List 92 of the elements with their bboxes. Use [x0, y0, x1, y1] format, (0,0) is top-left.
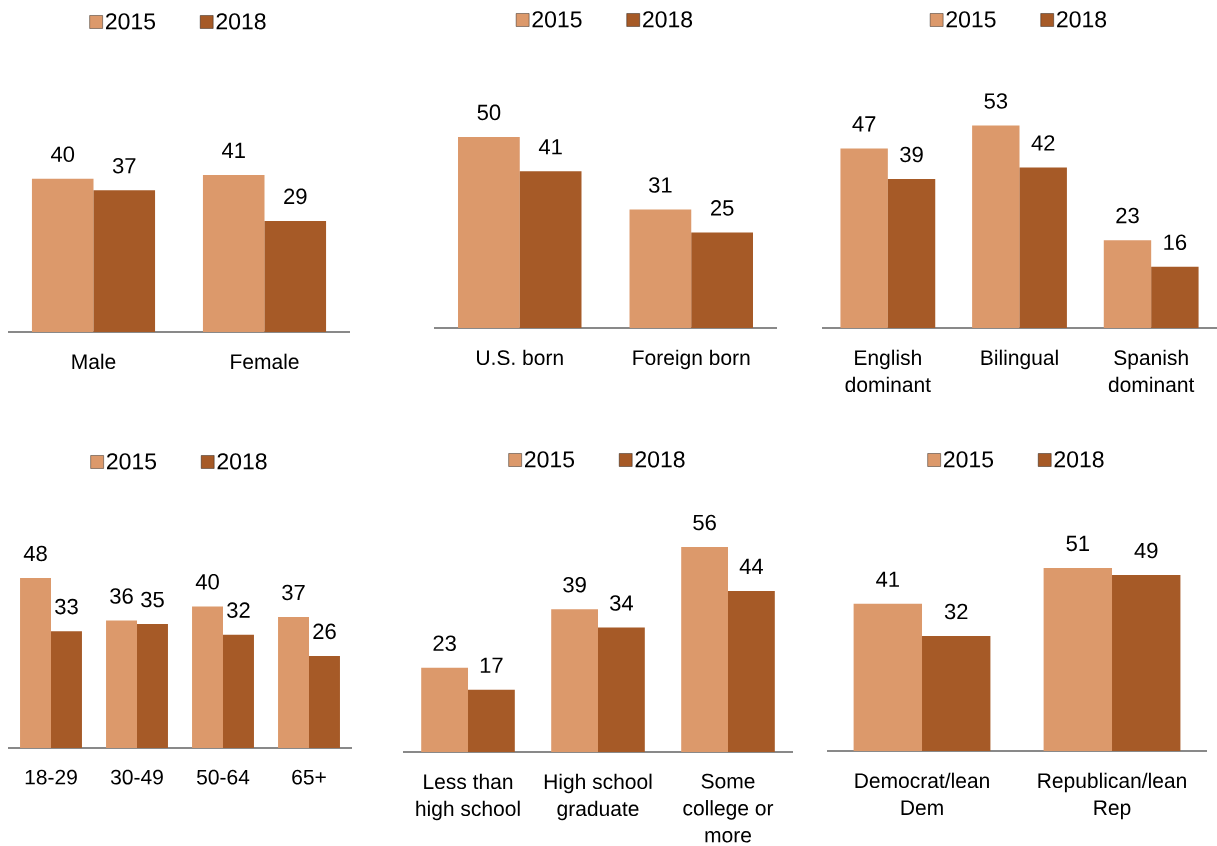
x-tick-label: Foreign born — [633, 349, 750, 370]
data-label: 33 — [55, 598, 78, 615]
bar — [278, 617, 309, 748]
bar — [922, 636, 991, 751]
x-tick-label: Bilingual — [981, 349, 1058, 370]
legend-label: 2018 — [216, 13, 266, 30]
data-label: 41 — [538, 139, 562, 155]
bar — [629, 209, 692, 328]
x-tick-label: Republican/lean Rep — [1038, 772, 1186, 820]
legend-label: 2018 — [1054, 451, 1104, 468]
bar — [137, 624, 168, 748]
legend-label: 2015 — [944, 451, 994, 468]
data-label: 37 — [112, 157, 136, 174]
legend-label: 2018 — [1057, 11, 1107, 28]
data-label: 47 — [852, 116, 876, 132]
bar — [1151, 266, 1199, 328]
bar — [551, 609, 599, 752]
data-label: 32 — [944, 603, 968, 620]
data-label: 37 — [282, 584, 305, 601]
data-label: 23 — [433, 635, 456, 652]
bar — [309, 655, 340, 748]
bar — [31, 178, 94, 332]
data-label: 23 — [1116, 207, 1139, 224]
data-label: 48 — [23, 545, 47, 562]
bar — [1043, 567, 1113, 751]
x-tick-label: Male — [72, 353, 116, 370]
bar — [887, 179, 936, 328]
data-label: 16 — [1164, 234, 1187, 251]
x-tick-label: 50-64 — [196, 769, 250, 785]
bar — [468, 689, 515, 752]
bar — [728, 590, 775, 752]
data-label: 40 — [195, 574, 219, 590]
data-label: 35 — [141, 591, 164, 608]
data-label: 51 — [1066, 535, 1089, 552]
bar — [1019, 167, 1067, 328]
data-label: 39 — [900, 146, 923, 163]
bar — [20, 578, 51, 748]
data-label: 49 — [1134, 542, 1158, 559]
bar — [681, 547, 729, 752]
data-label: 32 — [227, 602, 250, 618]
x-tick-label: 30-49 — [110, 769, 163, 785]
bar — [598, 627, 645, 752]
legend-label: 2015 — [106, 13, 156, 30]
data-label: 39 — [563, 576, 586, 593]
x-tick-label: Democrat/lean Dem — [855, 772, 989, 816]
x-tick-label: 18-29 — [25, 769, 77, 785]
bar — [106, 620, 137, 748]
bar — [972, 125, 1020, 328]
bar — [202, 174, 265, 332]
bar — [840, 148, 888, 328]
data-label: 44 — [739, 558, 763, 574]
legend-label: 2015 — [532, 11, 582, 28]
data-label: 31 — [648, 177, 672, 193]
data-label: 25 — [711, 200, 734, 216]
x-tick-label: Spanish dominant — [1108, 349, 1195, 393]
bar — [519, 171, 582, 328]
bar — [691, 232, 753, 328]
x-tick-label: Female — [231, 353, 299, 370]
legend-label: 2018 — [217, 453, 267, 470]
data-label: 34 — [610, 595, 633, 611]
data-label: 50 — [477, 104, 501, 121]
data-label: 29 — [284, 188, 307, 205]
bar — [1103, 240, 1152, 328]
legend-label: 2015 — [946, 11, 996, 28]
data-label: 36 — [110, 588, 133, 604]
data-label: 26 — [313, 623, 336, 640]
x-tick-label: Less than high school — [416, 773, 520, 821]
legend-label: 2015 — [107, 453, 157, 470]
x-tick-label: Some college or more — [683, 773, 774, 843]
bar — [93, 190, 156, 332]
data-label: 17 — [480, 657, 503, 673]
x-tick-label: English dominant — [845, 349, 931, 393]
data-label: 41 — [221, 142, 245, 158]
bar — [458, 136, 520, 328]
data-label: 42 — [1031, 135, 1055, 151]
legend-label: 2015 — [525, 451, 575, 468]
legend-label: 2018 — [635, 451, 685, 468]
x-tick-label: High school graduate — [544, 773, 652, 821]
legend-label: 2018 — [643, 11, 693, 28]
x-tick-label: U.S. born — [477, 349, 563, 366]
bar — [853, 603, 923, 751]
x-tick-label: 65+ — [292, 769, 326, 785]
bar — [264, 220, 327, 332]
bar — [223, 634, 254, 748]
bar — [192, 606, 223, 748]
bar — [421, 667, 469, 752]
bar — [51, 631, 82, 748]
data-label: 56 — [693, 514, 716, 531]
data-label: 40 — [50, 146, 75, 163]
data-label: 53 — [984, 93, 1008, 109]
bar — [1112, 575, 1181, 751]
data-label: 41 — [876, 571, 899, 587]
